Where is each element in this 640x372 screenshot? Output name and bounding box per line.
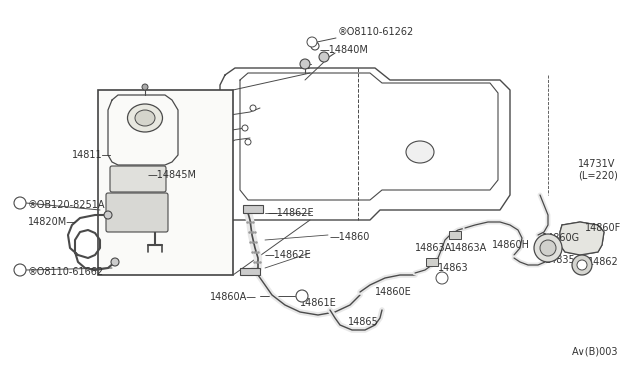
Circle shape xyxy=(307,37,317,47)
Circle shape xyxy=(577,260,587,270)
Circle shape xyxy=(104,211,112,219)
Text: 14860F: 14860F xyxy=(585,223,621,233)
Circle shape xyxy=(111,258,119,266)
Circle shape xyxy=(250,105,256,111)
Text: —14862E: —14862E xyxy=(265,250,312,260)
Text: —14862E: —14862E xyxy=(268,208,315,218)
Circle shape xyxy=(245,139,251,145)
Text: 14863A: 14863A xyxy=(415,243,452,253)
Ellipse shape xyxy=(135,110,155,126)
FancyBboxPatch shape xyxy=(110,166,166,192)
Circle shape xyxy=(14,197,26,209)
Circle shape xyxy=(142,84,148,90)
Text: 14860H: 14860H xyxy=(492,240,530,250)
Text: —14860: —14860 xyxy=(330,232,371,242)
Text: —14845M: —14845M xyxy=(148,170,197,180)
Text: 14863A: 14863A xyxy=(450,243,487,253)
Circle shape xyxy=(296,290,308,302)
Text: 14811—: 14811— xyxy=(72,150,113,160)
Text: B: B xyxy=(310,39,314,45)
Bar xyxy=(98,90,233,275)
Bar xyxy=(426,258,438,266)
Bar xyxy=(449,231,461,239)
Circle shape xyxy=(540,240,556,256)
Text: 14863: 14863 xyxy=(438,263,468,273)
Text: B: B xyxy=(17,267,22,273)
Circle shape xyxy=(242,125,248,131)
Circle shape xyxy=(534,234,562,262)
Bar xyxy=(240,268,260,275)
Text: 14820M—: 14820M— xyxy=(28,217,77,227)
Circle shape xyxy=(14,264,26,276)
Text: ®OB120-8251A: ®OB120-8251A xyxy=(28,200,106,210)
Text: 14860E: 14860E xyxy=(375,287,412,297)
Text: 14835: 14835 xyxy=(545,255,576,265)
Text: 14862: 14862 xyxy=(588,257,619,267)
Text: 14865: 14865 xyxy=(348,317,379,327)
Text: 14860G: 14860G xyxy=(542,233,580,243)
Text: 14731V
(L=220): 14731V (L=220) xyxy=(578,159,618,181)
Text: 14860A—: 14860A— xyxy=(210,292,257,302)
Ellipse shape xyxy=(127,104,163,132)
Circle shape xyxy=(319,52,329,62)
Text: 14861E: 14861E xyxy=(300,298,337,308)
FancyBboxPatch shape xyxy=(106,193,168,232)
Circle shape xyxy=(572,255,592,275)
Bar xyxy=(243,205,263,213)
Ellipse shape xyxy=(406,141,434,163)
Circle shape xyxy=(311,42,319,50)
Polygon shape xyxy=(560,222,604,255)
Circle shape xyxy=(300,59,310,69)
Text: —14840M: —14840M xyxy=(320,45,369,55)
Text: ®O8110-61662: ®O8110-61662 xyxy=(28,267,104,277)
Circle shape xyxy=(436,272,448,284)
Text: ®O8110-61262: ®O8110-61262 xyxy=(338,27,414,37)
Text: B: B xyxy=(17,201,22,205)
Text: A∨(B)003: A∨(B)003 xyxy=(572,347,618,357)
